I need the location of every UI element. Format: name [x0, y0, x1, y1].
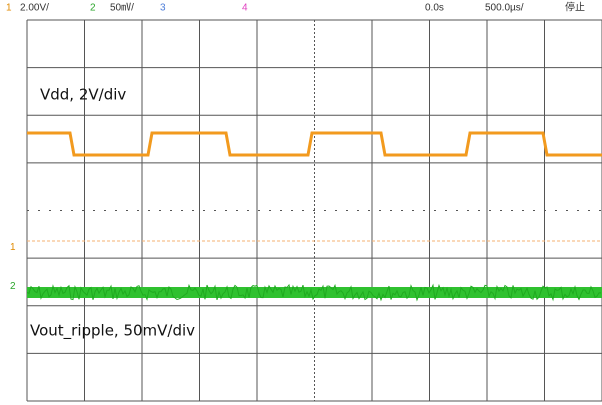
ch1-scale: 2.00V/ — [20, 3, 49, 14]
vdd-annotation: Vdd, 2V/div — [40, 86, 126, 104]
graticule — [26, 19, 602, 402]
vdd-waveform — [27, 131, 602, 157]
vout-annotation: Vout_ripple, 50mV/div — [30, 322, 195, 341]
vout-ripple-waveform — [26, 283, 602, 302]
ch2-marker: 2 — [10, 281, 16, 292]
ripple-trace — [26, 283, 601, 302]
ch3-label: 3 — [160, 3, 166, 14]
ch2-label: 2 — [90, 3, 96, 14]
header: 1 2.00V/ 2 50㎷/ 3 4 0.0s 500.0µs/ 停止 — [6, 1, 585, 14]
timebase: 500.0µs/ — [485, 3, 524, 14]
delay: 0.0s — [425, 3, 444, 14]
ch4-label: 4 — [242, 3, 248, 14]
ch2-scale: 50㎷/ — [110, 3, 134, 14]
ch1-label: 1 — [6, 3, 12, 14]
ripple-band — [27, 287, 602, 298]
ch1-marker: 1 — [10, 242, 16, 253]
run-status: 停止 — [565, 1, 585, 14]
